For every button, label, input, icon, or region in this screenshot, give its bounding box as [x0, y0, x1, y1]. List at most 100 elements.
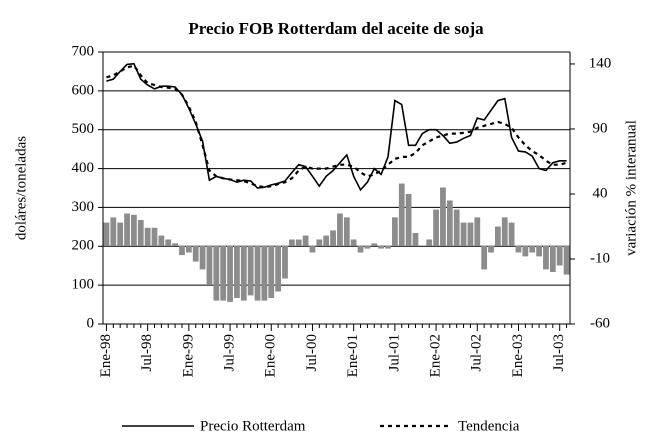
y-tick-label: 700 — [72, 43, 95, 59]
bar — [495, 226, 501, 246]
bar — [151, 227, 158, 246]
bar — [295, 239, 302, 246]
legend-label: Precio Rotterdam — [200, 418, 306, 434]
bar — [302, 235, 309, 246]
bar — [357, 245, 364, 253]
bar — [467, 222, 474, 246]
bar — [426, 239, 433, 246]
bar — [501, 217, 508, 246]
bar — [460, 222, 467, 246]
bar — [268, 245, 275, 298]
bar — [131, 214, 137, 246]
bar — [247, 245, 254, 296]
bar — [309, 245, 316, 253]
bar — [261, 245, 268, 301]
bar — [536, 245, 542, 257]
line-series — [106, 62, 567, 192]
bar — [172, 243, 178, 246]
y2-axis-label: variación % interanual — [623, 120, 639, 256]
y-axis-label: doláres/toneladas — [13, 136, 29, 240]
bar — [474, 217, 481, 246]
line-series — [106, 64, 567, 189]
chart-title: Precio FOB Rotterdam del aceite de soja — [188, 19, 484, 38]
bar — [220, 245, 227, 301]
bar — [522, 245, 529, 257]
bar — [391, 217, 398, 246]
bar — [165, 239, 172, 246]
bar — [337, 213, 343, 246]
y2-tick-label: -60 — [590, 315, 610, 331]
bar — [481, 245, 488, 270]
x-tick-label: Jul-98 — [139, 334, 155, 372]
bar — [282, 245, 288, 279]
x-tick-label: Jul-01 — [386, 334, 402, 372]
legend-label: Tendencia — [458, 418, 520, 434]
bar — [240, 245, 247, 301]
bar — [227, 245, 233, 302]
bar — [288, 239, 295, 246]
x-tick-label: Ene-02 — [428, 334, 444, 377]
x-tick-label: Ene-98 — [98, 334, 114, 377]
bar — [508, 222, 515, 246]
bar — [199, 245, 206, 270]
bar — [185, 245, 192, 253]
bar — [103, 222, 110, 246]
bar — [110, 217, 117, 246]
y-tick-label: 200 — [72, 238, 95, 254]
y-tick-label: 100 — [72, 277, 95, 293]
x-tick-label: Ene-01 — [345, 334, 361, 377]
y-tick-label: 400 — [72, 160, 95, 176]
y-tick-label: 500 — [72, 121, 95, 137]
bar — [556, 245, 563, 266]
bar — [412, 232, 419, 246]
bar — [543, 245, 549, 270]
bar — [179, 245, 185, 256]
bar — [563, 245, 570, 275]
y-tick-label: 300 — [72, 199, 95, 215]
y2-tick-label: 140 — [589, 55, 612, 71]
bar — [378, 245, 385, 249]
bar — [549, 245, 556, 272]
x-tick-label: Ene-00 — [263, 334, 279, 377]
bar — [453, 209, 460, 246]
bar — [350, 239, 357, 246]
bar — [371, 243, 378, 246]
bar — [529, 245, 536, 253]
bar — [405, 193, 412, 246]
x-tick-label: Jul-03 — [551, 334, 567, 372]
bar — [158, 235, 165, 246]
bar — [446, 200, 453, 246]
bar — [234, 245, 240, 298]
bar — [137, 219, 144, 246]
y2-tick-label: 90 — [593, 120, 608, 136]
bar — [343, 217, 350, 246]
bar — [440, 187, 446, 246]
bar — [488, 245, 494, 253]
bar — [144, 227, 151, 246]
y-tick-label: 600 — [72, 82, 95, 98]
bar — [330, 230, 336, 246]
y-tick-label: 0 — [87, 315, 95, 331]
x-tick-label: Jul-00 — [304, 334, 320, 372]
x-tick-label: Ene-99 — [180, 334, 196, 377]
y2-tick-label: 40 — [593, 185, 608, 201]
x-tick-label: Jul-99 — [221, 334, 237, 372]
bar — [254, 245, 261, 301]
bar — [398, 183, 405, 246]
bar — [206, 245, 213, 285]
bar — [385, 245, 391, 249]
x-tick-label: Ene-03 — [510, 334, 526, 377]
x-tick-label: Jul-02 — [469, 334, 485, 372]
bar — [192, 245, 199, 262]
bar — [364, 245, 371, 249]
bar — [213, 245, 220, 301]
bar — [117, 222, 124, 246]
bar — [124, 213, 130, 246]
bar — [515, 245, 522, 253]
bar — [316, 239, 323, 246]
y2-tick-label: -10 — [590, 250, 610, 266]
bar — [433, 209, 439, 246]
bar — [323, 235, 330, 246]
bar — [275, 245, 282, 292]
